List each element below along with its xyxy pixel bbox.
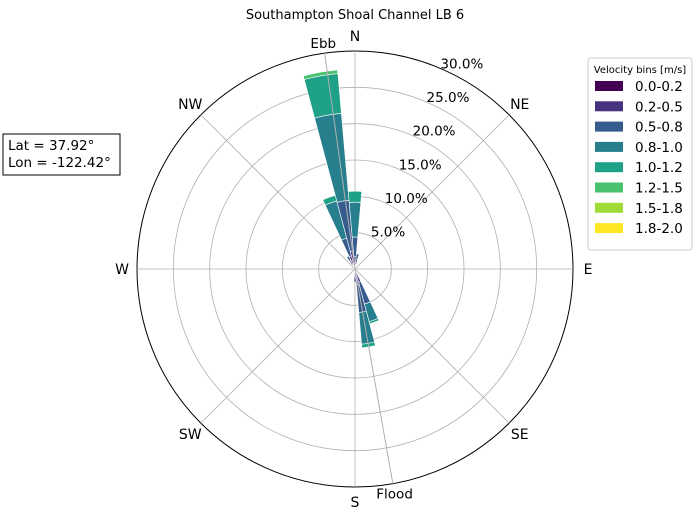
polar-grid <box>136 50 574 488</box>
chart-title: Southampton Shoal Channel LB 6 <box>246 8 464 23</box>
legend-label: 1.5-1.8 <box>635 201 683 217</box>
legend-swatch <box>595 81 623 91</box>
radial-tick-label: 15.0% <box>399 157 442 173</box>
radial-tick-label: 10.0% <box>385 191 428 207</box>
legend-items: 0.0-0.2 0.2-0.5 0.5-0.8 0.8-1.0 1.0-1.2 1.2-1… <box>595 79 683 237</box>
longitude-text: Lon = -122.42° <box>8 155 111 171</box>
radial-tick-label: 20.0% <box>413 124 456 140</box>
grid-spoke <box>200 114 356 270</box>
windrose-bars <box>302 69 380 349</box>
legend-label: 0.2-0.5 <box>635 99 683 115</box>
legend-label: 1.0-1.2 <box>635 160 683 176</box>
direction-label: E <box>584 262 593 278</box>
direction-label: S <box>351 495 360 511</box>
legend-swatch <box>595 121 623 132</box>
legend-swatch <box>595 223 623 234</box>
coordinates-box: Lat = 37.92° Lon = -122.42° <box>2 133 121 176</box>
radial-tick-label: 5.0% <box>371 224 405 240</box>
legend: Velocity bins [m/s] 0.0-0.2 0.2-0.5 0.5-0.… <box>587 57 693 251</box>
direction-label: NW <box>178 97 202 113</box>
legend-title: Velocity bins [m/s] <box>594 65 686 76</box>
bar-segment <box>303 73 342 119</box>
radial-tick-label: 25.0% <box>427 90 470 106</box>
grid-spoke <box>354 268 510 424</box>
legend-label: 0.5-0.8 <box>635 120 683 136</box>
legend-label: 0.0-0.2 <box>635 79 683 95</box>
legend-swatch <box>595 101 623 112</box>
bar-segment <box>347 190 363 203</box>
bar-segment <box>354 259 358 267</box>
legend-swatch <box>595 182 623 193</box>
flow-label: Flood <box>376 487 413 503</box>
bar-segment <box>355 253 360 261</box>
legend-label: 1.8-2.0 <box>635 221 683 237</box>
legend-swatch <box>595 162 623 173</box>
flow-axes: Ebb Flood <box>310 36 412 502</box>
flow-axis-line <box>354 268 394 484</box>
legend-swatch <box>595 141 623 152</box>
grid-spoke <box>354 114 510 270</box>
direction-label: SW <box>179 427 202 443</box>
axis-labels: N NE E SE S SW W NW 5.0% 10.0% 15.0% 20.0% 25.0% 30.0… <box>115 29 592 511</box>
latitude-text: Lat = 37.92° <box>8 138 94 154</box>
legend-label: 1.2-1.5 <box>635 181 683 197</box>
flow-label: Ebb <box>310 36 336 52</box>
grid-spoke <box>200 268 356 424</box>
bar-segment <box>302 69 339 80</box>
flow-axis-line <box>324 53 356 270</box>
direction-label: NE <box>510 97 529 113</box>
direction-label: SE <box>511 427 529 443</box>
legend-swatch <box>595 202 623 213</box>
radial-tick-label: 30.0% <box>440 57 483 73</box>
direction-label: N <box>350 29 360 45</box>
direction-label: W <box>115 262 129 278</box>
legend-label: 0.8-1.0 <box>635 140 683 156</box>
bar-segment <box>353 275 357 283</box>
